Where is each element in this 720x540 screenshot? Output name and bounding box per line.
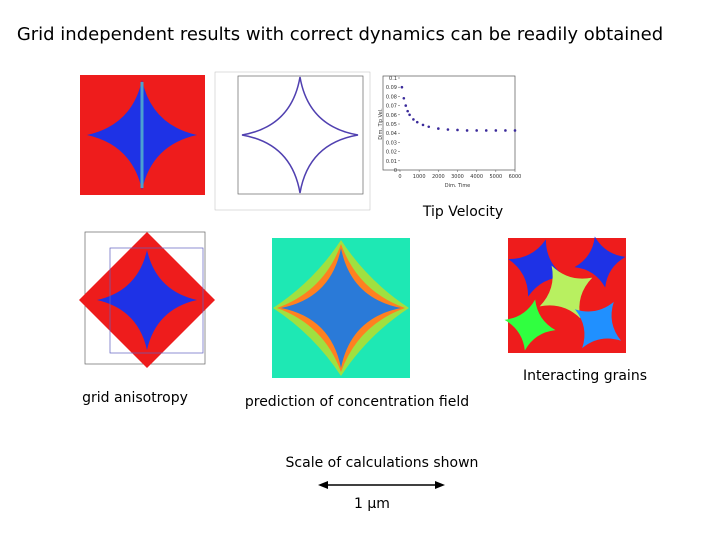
x-tick-label: 5000	[489, 174, 502, 180]
data-point	[421, 123, 425, 127]
data-point	[446, 128, 450, 131]
caption: Interacting grains	[523, 368, 647, 384]
x-tick-label: 6000	[509, 174, 522, 180]
caption: Tip Velocity	[422, 204, 503, 220]
x-tick-label: 1000	[413, 174, 426, 180]
x-tick-label: 3000	[451, 174, 464, 180]
dendrite-image	[80, 75, 205, 195]
anisotropy-image	[65, 228, 220, 380]
data-point	[406, 109, 409, 113]
y-tick-label: 0.01	[386, 159, 397, 165]
data-point	[402, 96, 406, 100]
y-tick-label: 0.07	[386, 104, 397, 110]
y-tick-label: 0.09	[386, 85, 397, 91]
y-tick-label: 0.1	[389, 76, 397, 82]
y-tick-label: 0	[394, 168, 397, 174]
data-point	[513, 129, 517, 132]
slide-title: Grid independent results with correct dy…	[17, 24, 663, 45]
y-tick-label: 0.02	[386, 150, 397, 156]
y-tick-label: 0.08	[386, 94, 397, 100]
x-tick-label: 0	[398, 174, 401, 180]
data-point	[415, 120, 419, 124]
y-tick-label: 0.04	[386, 131, 397, 137]
data-point	[404, 104, 408, 107]
scale-arrow	[318, 481, 445, 489]
outline-plot	[214, 71, 371, 211]
data-point	[465, 129, 469, 132]
data-point	[427, 125, 431, 129]
caption: prediction of concentration field	[245, 394, 469, 410]
data-point	[412, 118, 415, 121]
caption: grid anisotropy	[82, 390, 188, 406]
data-point	[456, 128, 459, 132]
x-tick-label: 2000	[432, 174, 445, 180]
y-axis-label: Dim. Tip Vel.	[378, 108, 384, 140]
concentration-image	[272, 238, 410, 378]
data-point	[484, 129, 488, 132]
data-point	[504, 129, 507, 132]
y-tick-label: 0.03	[386, 140, 397, 146]
data-point	[494, 129, 498, 132]
x-axis-label: Dim. Time	[445, 183, 471, 189]
data-point	[408, 113, 411, 117]
tip-velocity-chart: 0 0.01 0.02 0.03 0.04 0.05 0.06 0.07 0.08 0.09 0.1…	[378, 75, 522, 189]
caption: Scale of calculations shown	[286, 455, 479, 471]
grains-image	[504, 236, 626, 353]
y-tick-label: 0.06	[386, 113, 397, 119]
scale-label: 1 µm	[354, 496, 390, 512]
data-point	[400, 85, 404, 89]
data-point	[437, 127, 440, 130]
data-point	[475, 129, 478, 132]
x-tick-label: 4000	[470, 174, 483, 180]
y-tick-label: 0.05	[386, 122, 397, 128]
